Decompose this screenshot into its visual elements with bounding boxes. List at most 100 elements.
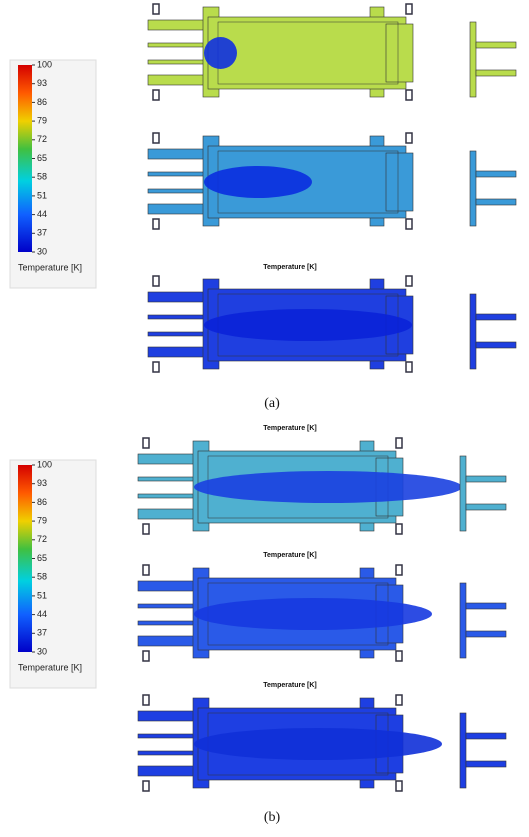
colorbar-tick-label: 72 bbox=[37, 134, 47, 144]
pipe bbox=[137, 476, 197, 482]
pipe bbox=[147, 291, 209, 303]
colorbar-tick-label: 100 bbox=[37, 459, 52, 469]
pipe bbox=[147, 346, 209, 358]
side-arm bbox=[465, 602, 507, 610]
bracket bbox=[395, 437, 403, 449]
simulation-image bbox=[137, 694, 507, 792]
bracket bbox=[142, 694, 150, 706]
side-part bbox=[469, 150, 517, 227]
colorbar-label: Temperature [K] bbox=[18, 262, 82, 272]
bracket bbox=[142, 780, 150, 792]
pipe bbox=[147, 314, 207, 320]
side-part bbox=[459, 582, 507, 659]
pipe bbox=[147, 171, 207, 177]
side-part bbox=[469, 21, 517, 98]
bracket bbox=[142, 650, 150, 662]
side-part bbox=[459, 455, 507, 532]
side-arm bbox=[465, 503, 507, 511]
pipe bbox=[137, 750, 197, 756]
end-block bbox=[385, 152, 414, 212]
colorbar-tick-label: 72 bbox=[37, 534, 47, 544]
pipe bbox=[137, 765, 199, 777]
colorbar-tick-label: 93 bbox=[37, 478, 47, 488]
bracket bbox=[395, 564, 403, 576]
side-bar bbox=[459, 712, 467, 789]
bracket bbox=[142, 564, 150, 576]
colorbar-tick-label: 86 bbox=[37, 97, 47, 107]
simulation-image bbox=[137, 564, 507, 662]
cold-core bbox=[194, 728, 442, 760]
pipe bbox=[137, 453, 199, 465]
colorbar-label: Temperature [K] bbox=[18, 662, 82, 672]
bracket bbox=[395, 650, 403, 662]
cold-core bbox=[204, 37, 237, 69]
colorbar-tick-label: 79 bbox=[37, 515, 47, 525]
body bbox=[207, 16, 407, 90]
colorbar-tick-label: 30 bbox=[37, 246, 47, 256]
colorbar-tick-label: 86 bbox=[37, 497, 47, 507]
bracket bbox=[152, 132, 160, 144]
cold-core bbox=[194, 471, 462, 503]
pipe bbox=[137, 620, 197, 626]
simulation-image bbox=[137, 437, 507, 535]
bracket bbox=[405, 132, 413, 144]
side-arm bbox=[475, 41, 517, 49]
bracket bbox=[405, 361, 413, 373]
bracket bbox=[395, 523, 403, 535]
colorbar-tick-label: 37 bbox=[37, 628, 47, 638]
colorbar-tick-label: 37 bbox=[37, 228, 47, 238]
simulation-image bbox=[147, 275, 517, 373]
bracket bbox=[405, 3, 413, 15]
pipe bbox=[137, 508, 199, 520]
end-block bbox=[385, 23, 414, 83]
colorbar-tick-label: 51 bbox=[37, 590, 47, 600]
colorbar-tick-label: 100 bbox=[37, 59, 52, 69]
bracket bbox=[405, 218, 413, 230]
simulation-image bbox=[147, 132, 517, 230]
side-part bbox=[459, 712, 507, 789]
side-bar bbox=[459, 455, 467, 532]
bracket bbox=[152, 89, 160, 101]
pipe bbox=[137, 733, 197, 739]
bracket bbox=[152, 218, 160, 230]
pipe bbox=[147, 188, 207, 194]
colorbar-tick-label: 30 bbox=[37, 646, 47, 656]
colorbar-tick-label: 93 bbox=[37, 78, 47, 88]
colorbar-tick-label: 44 bbox=[37, 609, 47, 619]
colorbar bbox=[18, 465, 32, 652]
side-arm bbox=[465, 760, 507, 768]
pipe bbox=[147, 331, 207, 337]
side-arm bbox=[475, 198, 517, 206]
side-arm bbox=[465, 475, 507, 483]
side-bar bbox=[459, 582, 467, 659]
side-part bbox=[469, 293, 517, 370]
image-title: Temperature [K] bbox=[263, 682, 317, 689]
image-title: Temperature [K] bbox=[263, 552, 317, 559]
pipe bbox=[137, 580, 199, 592]
cold-core bbox=[204, 309, 412, 341]
pipe bbox=[147, 19, 209, 31]
side-bar bbox=[469, 293, 477, 370]
bracket bbox=[395, 694, 403, 706]
colorbar-tick-label: 65 bbox=[37, 553, 47, 563]
side-bar bbox=[469, 21, 477, 98]
image-title: Temperature [K] bbox=[263, 264, 317, 271]
bracket bbox=[405, 275, 413, 287]
simulation-image bbox=[147, 3, 517, 101]
side-arm bbox=[465, 630, 507, 638]
cold-core bbox=[204, 166, 312, 198]
colorbar-tick-label: 44 bbox=[37, 209, 47, 219]
colorbar-tick-label: 51 bbox=[37, 190, 47, 200]
side-arm bbox=[475, 69, 517, 77]
pipe bbox=[137, 493, 197, 499]
side-arm bbox=[465, 732, 507, 740]
pipe bbox=[137, 603, 197, 609]
colorbar-tick-label: 58 bbox=[37, 572, 47, 582]
pipe bbox=[147, 74, 209, 86]
pipe bbox=[147, 203, 209, 215]
bracket bbox=[152, 361, 160, 373]
pipe bbox=[147, 42, 207, 48]
image-title: Temperature [K] bbox=[263, 425, 317, 432]
side-arm bbox=[475, 170, 517, 178]
